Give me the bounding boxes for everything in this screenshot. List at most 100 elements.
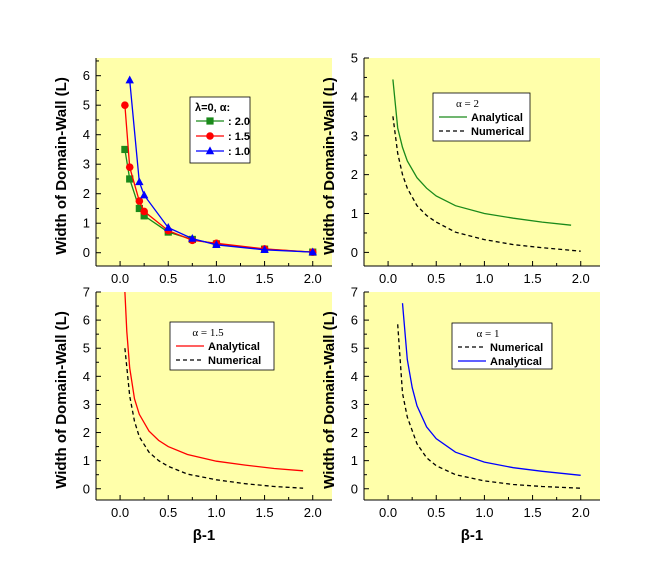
legend-entry: Numerical <box>208 355 261 367</box>
legend: α = 2 Analytical Numerical <box>432 92 531 142</box>
data-point <box>140 212 148 220</box>
y-tick-label: 2 <box>83 425 90 440</box>
legend-entry: Analytical <box>490 356 542 368</box>
y-tick-label: 0 <box>83 245 90 260</box>
data-point <box>121 145 129 154</box>
y-tick-label: 4 <box>351 369 358 384</box>
y-tick-label: 0 <box>351 481 358 496</box>
y-axis-label: Width of Domain-Wall (L) <box>321 77 338 255</box>
plot-area <box>364 58 600 266</box>
y-tick-label: 5 <box>351 51 358 66</box>
legend-marker <box>205 146 215 155</box>
legend-title: α = 1 <box>477 328 500 340</box>
y-tick-label: 3 <box>83 157 90 172</box>
legend-title: α = 1.5 <box>192 327 224 339</box>
legend-marker <box>206 117 214 125</box>
y-tick-label: 0 <box>83 481 90 496</box>
x-tick-label: 0.0 <box>111 271 129 286</box>
y-tick-label: 3 <box>351 397 358 412</box>
y-axis-label: Width of Domain-Wall (L) <box>321 311 338 489</box>
series-2 <box>124 348 304 489</box>
x-tick-label: 0.5 <box>159 505 177 520</box>
x-tick-label: 1.5 <box>256 271 274 286</box>
y-tick-label: 5 <box>83 98 90 113</box>
y-tick-label: 6 <box>83 313 90 328</box>
legend: λ=0, α:: 2.0: 1.5: 1.0 <box>189 96 251 164</box>
series-1 <box>397 324 581 489</box>
legend: α = 1 Numerical Analytical <box>451 322 553 370</box>
legend-marker <box>206 132 214 140</box>
y-tick-label: 1 <box>83 216 90 231</box>
data-point <box>135 204 143 213</box>
x-tick-label: 0.5 <box>427 271 445 286</box>
y-tick-label: 7 <box>351 285 358 300</box>
y-tick-label: 6 <box>83 68 90 83</box>
legend-entry: Analytical <box>208 341 260 353</box>
x-tick-label: 1.5 <box>256 505 274 520</box>
y-tick-label: 4 <box>351 89 358 104</box>
x-tick-label: 2.0 <box>572 505 590 520</box>
y-tick-label: 0 <box>351 245 358 260</box>
y-tick-label: 7 <box>83 285 90 300</box>
series-3 <box>125 75 317 256</box>
legend-entry: : 1.5 <box>228 131 250 143</box>
data-point <box>308 247 317 256</box>
x-tick-label: 1.0 <box>475 271 493 286</box>
x-tick-label: 1.0 <box>475 505 493 520</box>
y-tick-label: 5 <box>351 341 358 356</box>
legend-box <box>189 96 251 164</box>
x-tick-label: 1.0 <box>207 505 225 520</box>
x-tick-label: 0.0 <box>111 505 129 520</box>
series-line <box>397 324 581 489</box>
series-line <box>124 291 304 472</box>
data-point <box>135 177 144 186</box>
y-tick-label: 4 <box>83 127 90 142</box>
y-tick-label: 1 <box>351 206 358 221</box>
series-line <box>392 79 572 226</box>
x-tick-label: 0.5 <box>159 271 177 286</box>
data-point <box>121 101 129 110</box>
y-tick-label: 1 <box>351 453 358 468</box>
series-line <box>392 116 581 252</box>
data-point <box>212 240 221 248</box>
y-tick-label: 6 <box>351 313 358 328</box>
x-tick-label: 0.0 <box>379 505 397 520</box>
series-1 <box>392 79 572 226</box>
data-point <box>126 175 134 183</box>
legend-entry: Analytical <box>471 112 523 124</box>
data-point <box>125 163 134 171</box>
series-2 <box>392 116 581 252</box>
data-point <box>139 190 149 199</box>
x-tick-label: 0.0 <box>379 271 397 286</box>
data-point <box>140 207 148 216</box>
x-tick-label: 2.0 <box>304 505 322 520</box>
y-tick-label: 2 <box>83 186 90 201</box>
y-tick-label: 3 <box>351 128 358 143</box>
series-2 <box>401 303 581 476</box>
data-point <box>164 223 173 231</box>
x-tick-label: 0.5 <box>427 505 445 520</box>
x-tick-label: 2.0 <box>572 271 590 286</box>
series-line <box>124 348 304 489</box>
legend-entry: Numerical <box>471 126 524 138</box>
y-tick-label: 3 <box>83 397 90 412</box>
y-tick-label: 5 <box>83 341 90 356</box>
y-tick-label: 2 <box>351 425 358 440</box>
x-axis-label: β-1 <box>193 527 216 544</box>
y-axis-label: Width of Domain-Wall (L) <box>53 77 70 255</box>
data-point <box>260 245 269 253</box>
series-line <box>401 303 581 476</box>
data-point <box>135 197 144 205</box>
series-1 <box>124 291 304 472</box>
legend-entry: : 1.0 <box>228 146 250 158</box>
legend-entry: : 2.0 <box>228 116 250 128</box>
legend-title: λ=0, α: <box>195 102 230 114</box>
y-tick-label: 1 <box>83 453 90 468</box>
legend-title: α = 2 <box>456 98 479 110</box>
legend-entry: Numerical <box>490 342 543 354</box>
legend: α = 1.5 Analytical Numerical <box>169 321 275 371</box>
x-tick-label: 1.5 <box>524 505 542 520</box>
